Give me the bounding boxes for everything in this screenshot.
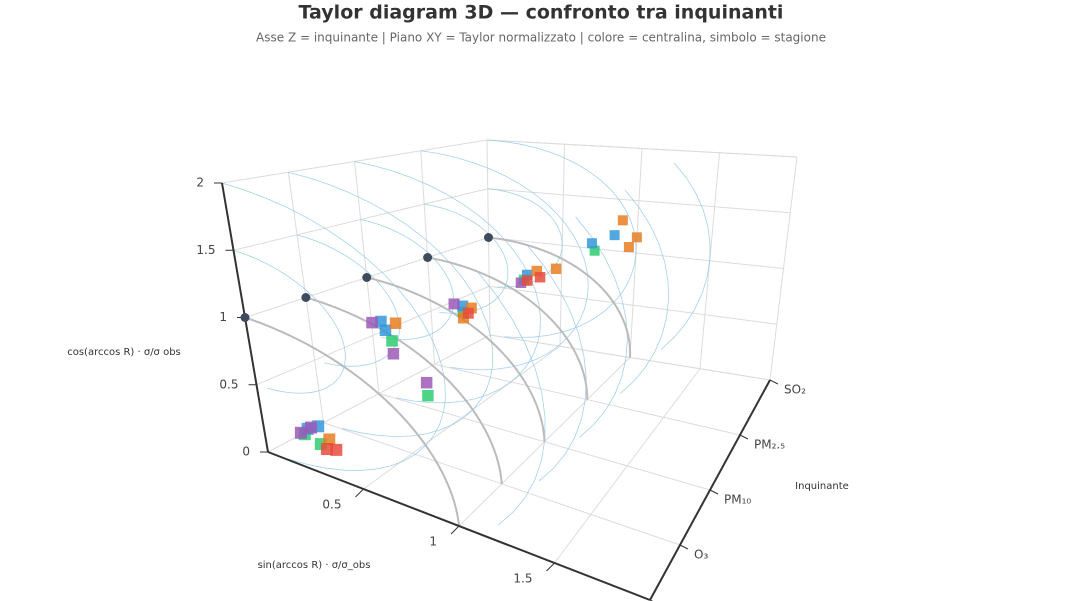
rms-contour	[624, 189, 669, 300]
rms-contour	[233, 249, 346, 351]
data-point	[422, 389, 434, 402]
data-point	[617, 215, 628, 226]
y-tick-label: 1.5	[196, 243, 215, 257]
tick-mark	[546, 562, 555, 572]
rms-contour	[504, 252, 637, 338]
data-point	[448, 298, 460, 310]
rms-contour	[360, 219, 455, 298]
data-point	[457, 300, 469, 312]
y-tick-label: 2	[196, 176, 204, 190]
rms-contour	[288, 171, 494, 352]
data-point	[522, 275, 533, 286]
x-axis-label: sin(arccos R) · σ/σ_obs	[258, 560, 371, 571]
reference-arc	[488, 236, 632, 358]
z-tick-label: PM₂.₅	[754, 438, 785, 452]
rms-contour	[660, 260, 711, 351]
rms-contour	[498, 416, 546, 526]
y-axis-label: cos(arccos R) · σ/σ obs	[67, 347, 181, 358]
reference-arc	[427, 256, 589, 400]
rms-contour	[575, 216, 628, 339]
data-point	[586, 238, 597, 249]
rms-contour	[354, 161, 541, 319]
rms-contour	[424, 203, 509, 272]
rms-contour	[450, 285, 589, 371]
data-point	[534, 271, 546, 283]
data-point	[323, 433, 336, 446]
rms-contour	[381, 297, 455, 340]
x-tick-label: 0.5	[322, 498, 341, 512]
tick-mark	[709, 489, 719, 495]
data-point	[609, 230, 620, 241]
grid-line	[769, 156, 798, 381]
x-tick-label: 1.5	[513, 572, 532, 586]
y-tick-label: 0.5	[219, 377, 238, 391]
rms-contour	[324, 324, 400, 367]
reference-point	[423, 253, 433, 262]
data-point	[321, 443, 334, 456]
tick-mark	[679, 544, 689, 550]
tick-mark	[769, 379, 779, 385]
data-point	[462, 307, 474, 319]
rms-contour	[420, 150, 589, 286]
tick-mark	[450, 525, 460, 535]
x-tick-label: 1	[429, 535, 437, 549]
rms-contour	[287, 383, 446, 471]
data-point	[623, 242, 634, 253]
reference-arc	[244, 316, 460, 527]
rms-contour	[673, 162, 711, 261]
data-point	[550, 263, 562, 275]
rms-contour	[296, 234, 400, 325]
rms-contour	[396, 318, 541, 404]
data-point	[631, 232, 642, 243]
data-point	[589, 245, 600, 256]
reference-arc	[366, 276, 546, 442]
data-point	[420, 376, 433, 389]
rms-contour	[476, 270, 546, 417]
data-point	[375, 315, 387, 328]
data-point	[515, 277, 527, 288]
rms-contour	[341, 351, 494, 437]
data-point	[386, 335, 398, 347]
z-axis-label: Inquinante	[795, 481, 849, 492]
y-tick-label: 1	[219, 310, 227, 324]
rms-contour	[486, 139, 637, 254]
data-point	[531, 265, 543, 277]
rms-contour	[221, 182, 446, 384]
rms-contour	[579, 338, 628, 438]
data-point	[389, 317, 402, 329]
reference-point	[301, 293, 311, 302]
data-point	[366, 316, 378, 329]
data-point	[521, 269, 533, 281]
tick-mark	[739, 434, 749, 440]
rms-contour	[266, 350, 346, 394]
tick-mark	[355, 488, 364, 498]
chart-title: Taylor diagram 3D — confronto tra inquin…	[299, 2, 784, 24]
rms-contour	[619, 299, 669, 394]
y-tick-label: 0	[242, 445, 250, 459]
grid-line	[486, 139, 798, 158]
data-point	[379, 324, 392, 337]
z-tick-label: O₃	[694, 548, 708, 562]
rms-contour	[526, 243, 587, 378]
reference-point	[240, 313, 250, 322]
data-point	[305, 421, 318, 434]
rms-contour	[538, 377, 587, 482]
reference-arc	[305, 296, 503, 484]
rms-contour	[487, 188, 563, 246]
data-point	[387, 348, 400, 360]
reference-point	[362, 273, 372, 282]
z-tick-label: PM₁₀	[724, 493, 751, 507]
chart-subtitle: Asse Z = inquinante | Piano XY = Taylor …	[256, 31, 826, 45]
reference-point	[484, 233, 493, 242]
data-point	[294, 426, 307, 439]
z-tick-label: SO₂	[784, 383, 806, 397]
data-point	[330, 443, 343, 456]
